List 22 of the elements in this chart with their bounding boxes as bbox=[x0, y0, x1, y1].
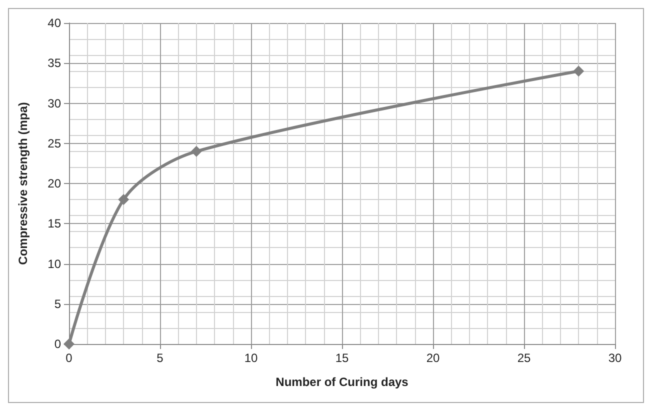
y-tick-label: 35 bbox=[48, 56, 62, 70]
x-tick-label: 25 bbox=[517, 351, 531, 365]
x-axis-title: Number of Curing days bbox=[276, 375, 409, 389]
y-tick-label: 30 bbox=[48, 96, 62, 110]
x-tick-label: 0 bbox=[66, 351, 73, 365]
x-tick-label: 30 bbox=[608, 351, 622, 365]
point bbox=[118, 194, 130, 206]
y-tick-label: 5 bbox=[54, 296, 62, 311]
x-tick-label: 10 bbox=[244, 351, 258, 365]
y-tick-label: 40 bbox=[48, 16, 62, 30]
y-tick-label: 0 bbox=[54, 337, 62, 351]
point bbox=[190, 146, 202, 157]
x-tick-label: 5 bbox=[156, 351, 164, 365]
point bbox=[573, 66, 584, 77]
point bbox=[64, 338, 74, 350]
x-tick-label: 15 bbox=[335, 351, 349, 365]
y-tick-label: 25 bbox=[48, 136, 62, 150]
y-tick-label: 15 bbox=[48, 216, 62, 231]
y-tick-label: 10 bbox=[48, 256, 62, 271]
x-tick-label: 20 bbox=[426, 351, 440, 365]
y-tick-label: 20 bbox=[48, 176, 62, 190]
y-axis-title: Compressive strength (mpa) bbox=[16, 102, 30, 265]
